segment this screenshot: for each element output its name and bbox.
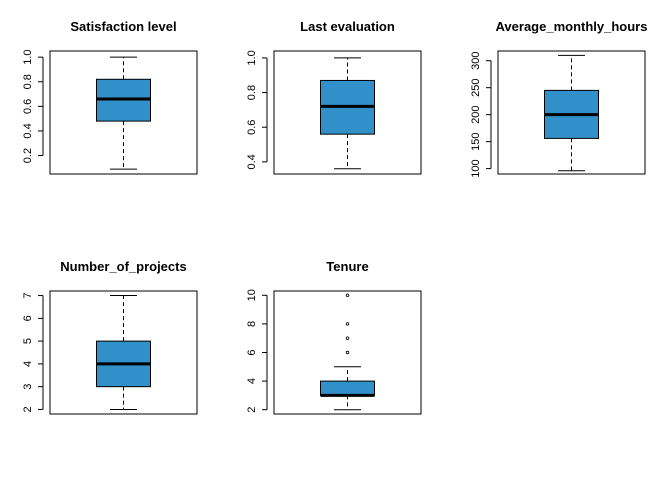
- y-tick-label: 1.0: [246, 50, 258, 65]
- y-tick-label: 0.6: [22, 99, 34, 114]
- plot-frame: [49, 290, 198, 415]
- outlier-point: [345, 336, 350, 340]
- y-tick-label: 0.8: [22, 74, 34, 89]
- y-tick-label: 2: [246, 407, 258, 413]
- plot-frame: [497, 50, 646, 175]
- plot-frame: [49, 50, 198, 175]
- y-tick-label: 8: [246, 321, 258, 327]
- y-tick-label: 7: [22, 292, 34, 298]
- y-tick-label: 100: [470, 159, 482, 177]
- y-tick-label: 0.4: [22, 123, 34, 138]
- y-tick-label: 3: [22, 384, 34, 390]
- boxplot-panel-1: Satisfaction level 0.2 0.4 0.6 0.8 1.0: [22, 19, 198, 175]
- panel-title: Number_of_projects: [60, 259, 186, 274]
- boxplot-panel-2: Last evaluation 0.4 0.6 0.8 1.0: [246, 19, 422, 175]
- y-tick-label: 5: [22, 338, 34, 344]
- y-tick-label: 0.2: [22, 148, 34, 163]
- panel-title: Last evaluation: [300, 19, 395, 34]
- plot-frame: [273, 50, 422, 175]
- y-tick-label: 0.4: [246, 154, 258, 169]
- iqr-box: [320, 380, 375, 396]
- boxplot-panel-3: Average_monthly_hours 100 150 200 250 300: [470, 19, 647, 178]
- panel-title: Average_monthly_hours: [496, 19, 648, 34]
- y-tick-label: 0.6: [246, 120, 258, 135]
- y-tick-label: 150: [470, 132, 482, 150]
- y-tick-label: 0.8: [246, 85, 258, 100]
- y-tick-label: 250: [470, 79, 482, 97]
- y-tick-label: 200: [470, 105, 482, 123]
- y-tick-label: 4: [246, 378, 258, 384]
- outlier-point: [345, 293, 350, 297]
- outlier-point: [345, 350, 350, 355]
- y-tick-label: 300: [470, 52, 482, 70]
- y-tick-label: 2: [22, 406, 34, 412]
- panel-title: Satisfaction level: [70, 19, 176, 34]
- panel-title: Tenure: [326, 259, 368, 274]
- y-tick-label: 1.0: [22, 50, 34, 65]
- outlier-point: [345, 322, 350, 326]
- y-tick-label: 4: [22, 361, 34, 367]
- boxplot-panel-5: Tenure 2 4 6 8 10: [246, 259, 422, 415]
- y-tick-label: 10: [246, 289, 258, 301]
- plot-frame: [273, 290, 422, 415]
- y-tick-label: 6: [22, 315, 34, 321]
- y-tick-label: 6: [246, 349, 258, 355]
- boxplot-panel-4: Number_of_projects 2 3 4 5 6 7: [22, 259, 198, 415]
